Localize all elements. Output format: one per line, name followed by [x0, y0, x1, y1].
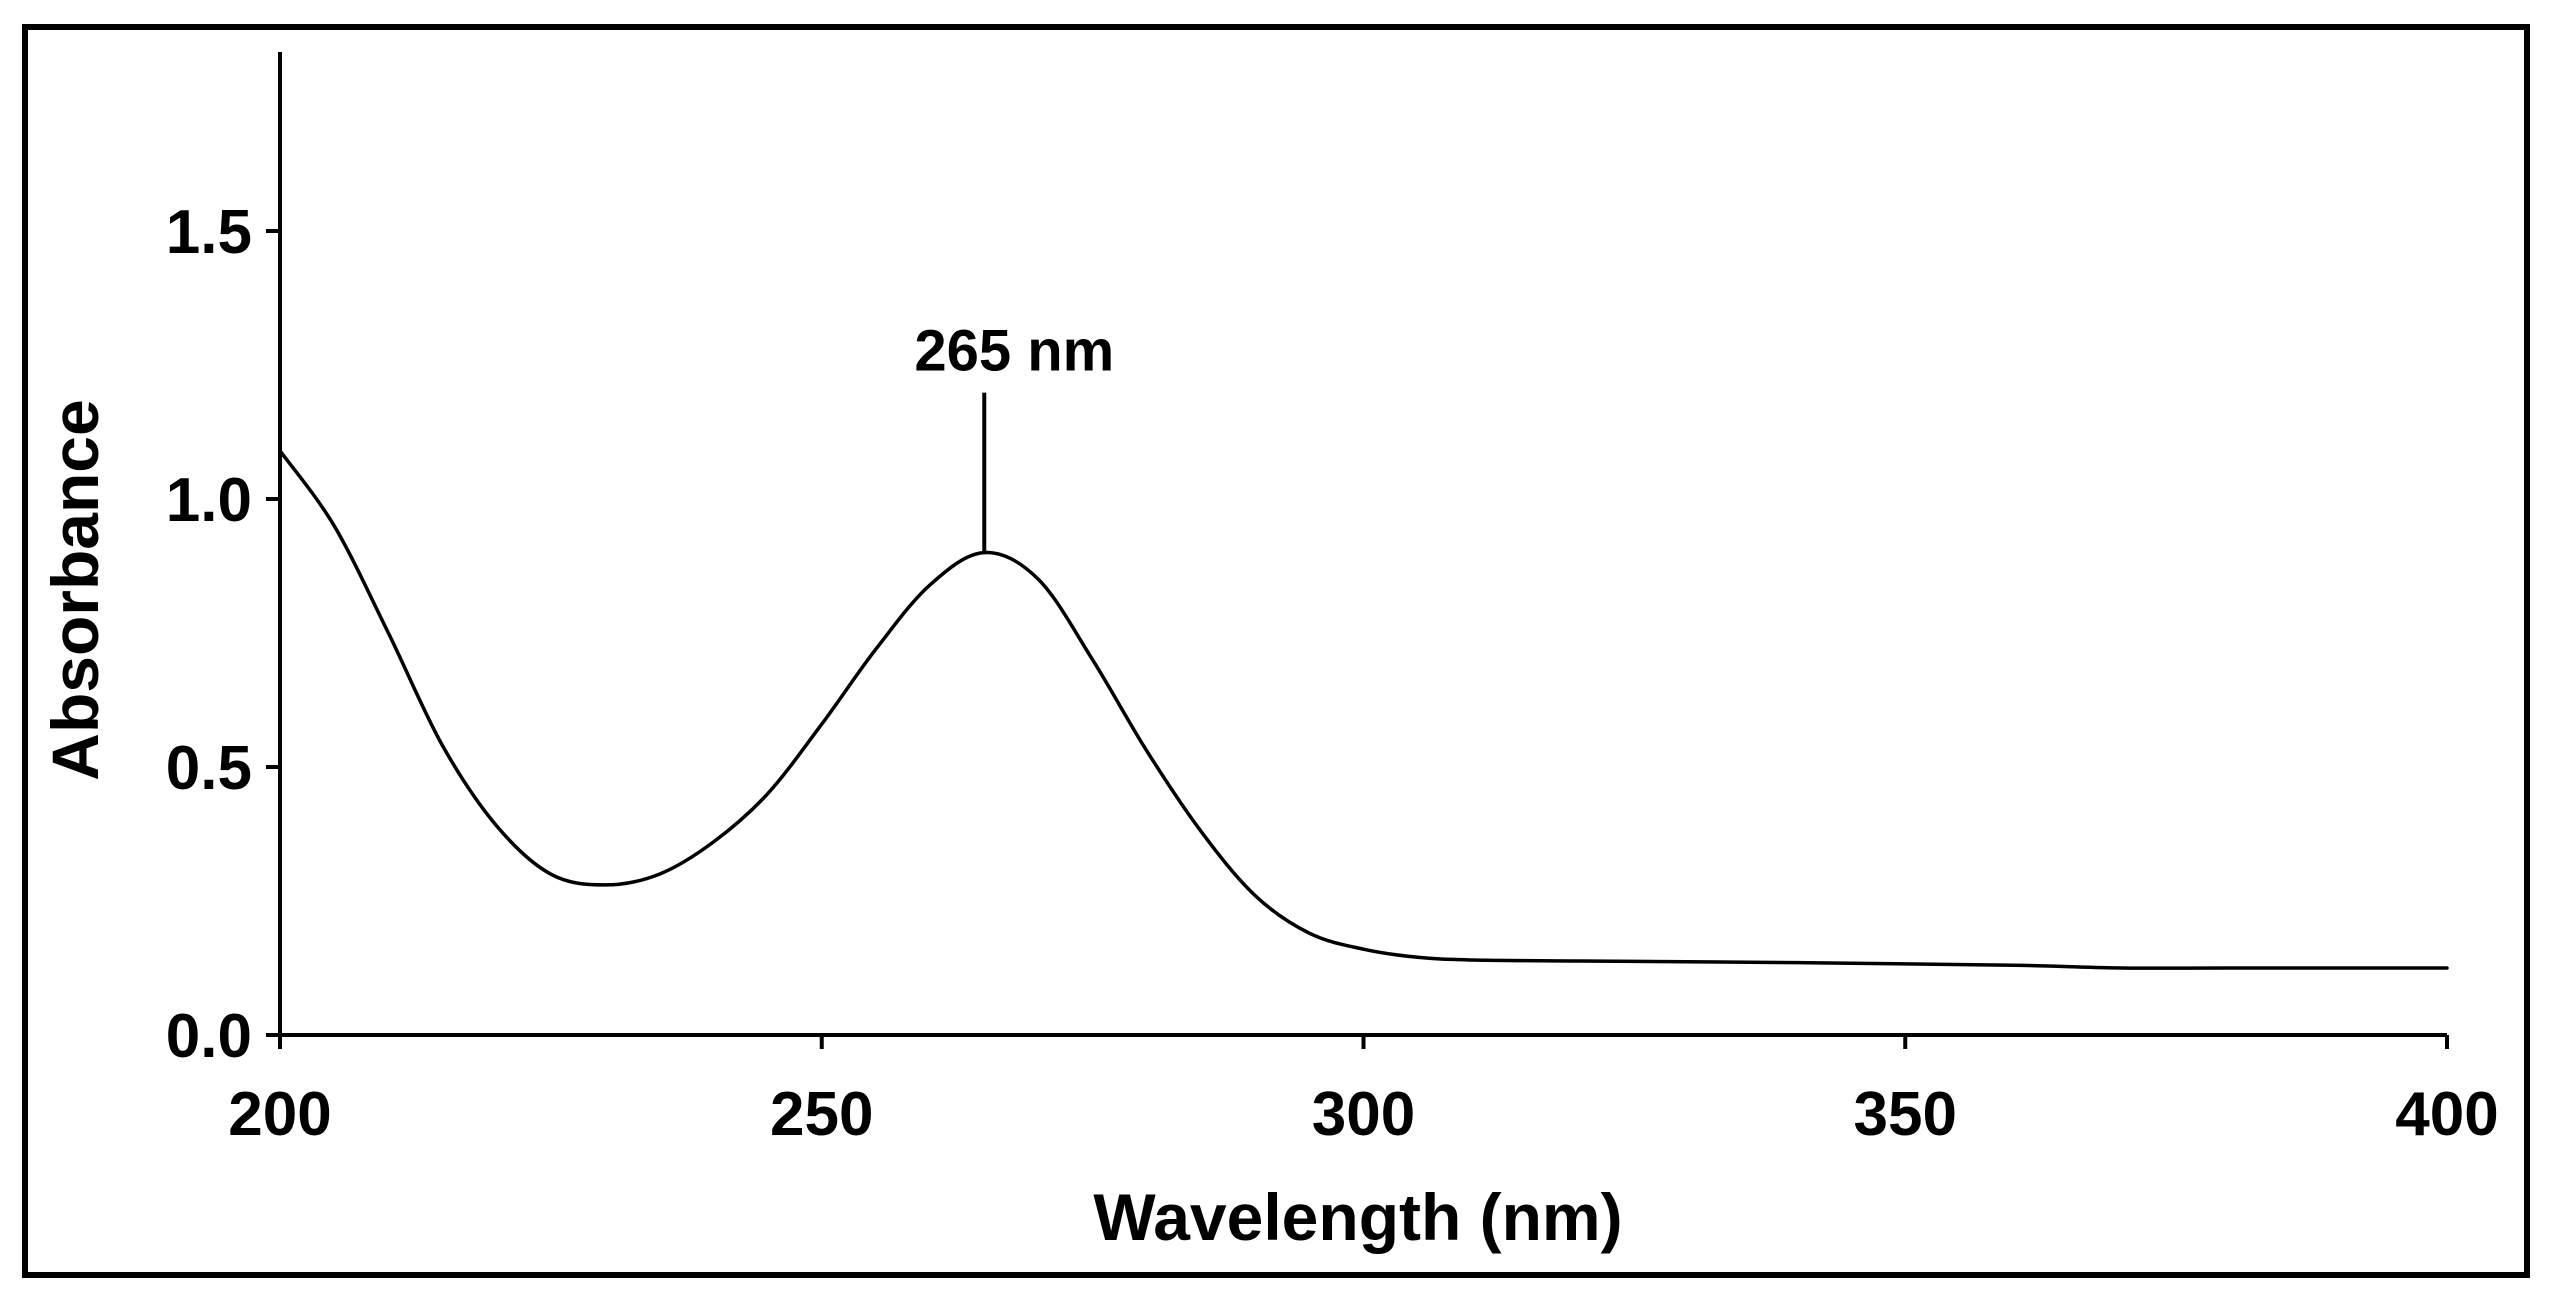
y-tick-label: 0.0: [166, 1002, 252, 1071]
annotation-layer: 265 nm: [914, 319, 1114, 553]
peak-annotation-label: 265 nm: [914, 319, 1114, 384]
y-ticks: 0.0 0.5 1.0 1.5: [166, 198, 280, 1071]
x-ticks: 200 250 300 350 400: [228, 1035, 2499, 1149]
x-tick-label: 350: [1854, 1080, 1957, 1149]
y-axis-title: Absorbance: [38, 399, 112, 780]
figure-frame: [22, 24, 2530, 1278]
y-tick-label: 0.5: [166, 734, 252, 803]
y-tick-label: 1.0: [166, 466, 252, 535]
y-tick-label: 1.5: [166, 198, 252, 267]
series-layer: [278, 449, 2449, 970]
axes: [278, 52, 2447, 1037]
x-axis-title: Wavelength (nm): [1093, 1180, 1622, 1254]
spectrum-line: [278, 449, 2449, 970]
x-tick-label: 400: [2395, 1080, 2498, 1149]
x-tick-label: 250: [770, 1080, 873, 1149]
x-tick-label: 300: [1312, 1080, 1415, 1149]
x-tick-label: 200: [228, 1080, 331, 1149]
